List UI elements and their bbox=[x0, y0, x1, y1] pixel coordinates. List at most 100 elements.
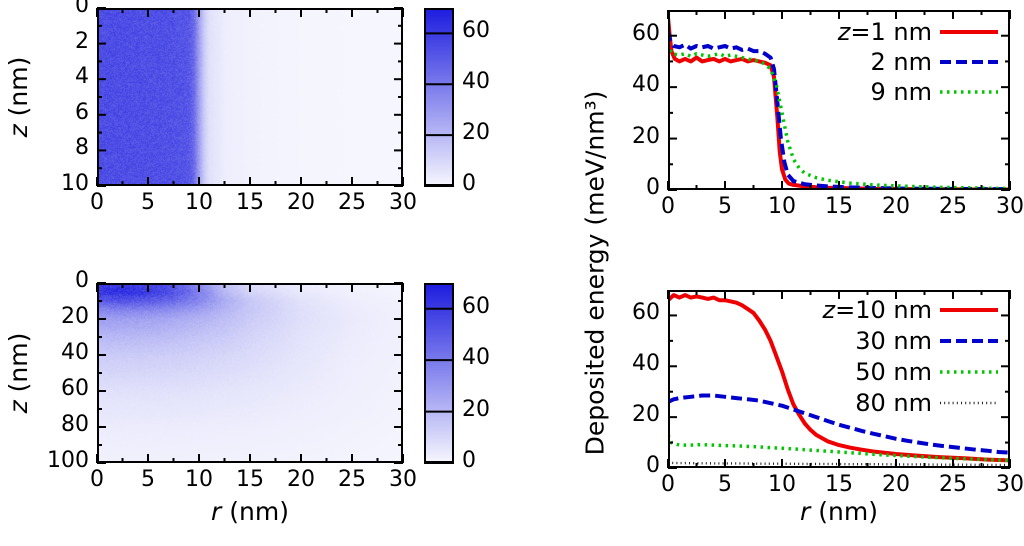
x-tick-label: 20 bbox=[287, 190, 315, 215]
x-tick-label: 15 bbox=[236, 467, 264, 492]
colorbar-border bbox=[424, 283, 454, 463]
series-line-3 bbox=[668, 42, 1010, 190]
y-tick-label: 4 bbox=[75, 64, 89, 90]
legend-label-1: z=1 nm bbox=[837, 18, 932, 46]
x-tick-label: 15 bbox=[236, 190, 264, 215]
plot-border bbox=[668, 290, 1010, 468]
x-tick-label: 0 bbox=[90, 190, 104, 215]
x-tick-label: 0 bbox=[661, 472, 675, 497]
x-tick-label: 25 bbox=[338, 190, 366, 215]
x-tick-label: 5 bbox=[141, 190, 155, 215]
colorbar-tick-label: 60 bbox=[462, 18, 490, 44]
y-tick-label: 0 bbox=[75, 268, 89, 293]
line-panel-bottom-right: z=10 nm 30 nm 50 nm 80 nm 0 5 10 15 20 25 30 0 20 40 6… bbox=[632, 290, 1024, 496]
r-axis-label-left: r (nm) bbox=[175, 498, 325, 526]
x-tick-label: 20 bbox=[882, 472, 910, 497]
heatmap-panel-top-left: 0 5 10 15 20 25 30 0 2 4 6 8 10 bbox=[61, 0, 417, 214]
colorbar-tick-label: 40 bbox=[462, 69, 490, 95]
y-tick-label: 40 bbox=[632, 72, 660, 98]
z-axis-label-bottom: z (nm) bbox=[4, 298, 35, 448]
x-tick-label: 30 bbox=[389, 190, 417, 215]
y-tick-label: 40 bbox=[61, 340, 89, 365]
y-tick-label: 0 bbox=[75, 0, 89, 18]
z-axis-unit: (nm) bbox=[4, 56, 33, 125]
line-panel-top-right: z=1 nm 2 nm 9 nm 0 5 10 15 20 25 30 0 20 40 60 bbox=[632, 10, 1024, 218]
x-tick-label: 30 bbox=[996, 472, 1024, 497]
tick-marks bbox=[96, 7, 404, 187]
legend-label-3: 9 nm bbox=[871, 78, 933, 106]
y-tick-label: 40 bbox=[632, 351, 660, 377]
y-tick-label: 100 bbox=[47, 448, 89, 473]
x-tick-label: 30 bbox=[996, 194, 1024, 219]
energy-axis-label: Deposited energy (meV/nm³) bbox=[580, 90, 610, 456]
y-tick-label: 20 bbox=[632, 123, 660, 149]
colorbar-tick-label: 20 bbox=[462, 120, 490, 146]
y-tick-label: 20 bbox=[61, 304, 89, 329]
x-tick-label: 5 bbox=[718, 472, 732, 497]
y-tick-label: 0 bbox=[646, 453, 660, 478]
legend-label-3: 50 nm bbox=[855, 358, 932, 386]
legend-label-2: 2 nm bbox=[871, 48, 933, 76]
y-tick-label: 8 bbox=[75, 135, 89, 161]
y-tick-label: 60 bbox=[61, 376, 89, 401]
colorbar-tick-label: 60 bbox=[462, 293, 490, 319]
line-bottom-svg: z=10 nm 30 nm 50 nm 80 nm bbox=[667, 290, 1011, 469]
colorbar-tick-label: 40 bbox=[462, 345, 490, 371]
x-tick-label: 0 bbox=[661, 194, 675, 219]
y-tick-label: 20 bbox=[632, 402, 660, 428]
x-tick-label: 15 bbox=[825, 194, 853, 219]
series-line-1 bbox=[668, 293, 1010, 463]
plot-border bbox=[668, 10, 1010, 190]
series-line-3 bbox=[668, 434, 1010, 463]
r-axis-var: r bbox=[800, 497, 811, 526]
z-axis-unit: (nm) bbox=[4, 332, 33, 401]
x-tick-label: 25 bbox=[338, 467, 366, 492]
heatmap-top-canvas bbox=[97, 8, 403, 186]
heatmap-bottom-canvas bbox=[97, 283, 403, 463]
r-axis-var: r bbox=[211, 497, 222, 526]
colorbar-tick-label: 0 bbox=[462, 171, 476, 196]
colorbar-tick-label: 20 bbox=[462, 396, 490, 422]
x-tick-label: 10 bbox=[768, 194, 796, 219]
x-tick-label: 25 bbox=[939, 472, 967, 497]
y-tick-label: 60 bbox=[632, 20, 660, 46]
series-group bbox=[668, 293, 1010, 467]
colorbar-overlay bbox=[424, 8, 454, 187]
x-tick-label: 15 bbox=[825, 472, 853, 497]
z-axis-label-top: z (nm) bbox=[4, 22, 35, 172]
legend-label-2: 30 nm bbox=[855, 327, 932, 355]
y-tick-label: 6 bbox=[75, 99, 89, 125]
heatmap-top-axes bbox=[96, 7, 404, 187]
x-tick-label: 25 bbox=[939, 194, 967, 219]
colorbar-border bbox=[424, 8, 454, 186]
legend-label-4: 80 nm bbox=[855, 389, 932, 417]
r-axis-unit: (nm) bbox=[810, 497, 878, 526]
z-axis-var: z bbox=[4, 400, 33, 414]
r-axis-unit: (nm) bbox=[221, 497, 289, 526]
x-tick-label: 10 bbox=[185, 467, 213, 492]
legend-label-1: z=10 nm bbox=[822, 296, 932, 324]
y-tick-label: 80 bbox=[61, 412, 89, 437]
y-tick-label: 0 bbox=[646, 175, 660, 200]
plot-border bbox=[97, 8, 403, 186]
r-axis-label-right: r (nm) bbox=[764, 498, 914, 526]
x-tick-label: 10 bbox=[768, 472, 796, 497]
line-top-svg: z=1 nm2 nm9 nm bbox=[667, 10, 1011, 191]
colorbar-gradient bbox=[424, 283, 454, 463]
colorbar-bottom: 0 20 40 60 bbox=[424, 283, 490, 472]
series-line-2 bbox=[668, 30, 1010, 190]
x-tick-label: 5 bbox=[718, 194, 732, 219]
x-tick-label: 0 bbox=[90, 467, 104, 492]
series-line-2 bbox=[668, 393, 1010, 455]
tick-marks bbox=[96, 282, 404, 464]
plot-border bbox=[97, 283, 403, 463]
x-tick-label: 5 bbox=[141, 467, 155, 492]
colorbar-tick-label: 0 bbox=[462, 448, 476, 473]
x-tick-label: 20 bbox=[882, 194, 910, 219]
colorbar-overlay bbox=[424, 283, 454, 464]
x-tick-label: 30 bbox=[389, 467, 417, 492]
y-tick-label: 2 bbox=[75, 28, 89, 54]
colorbar-gradient bbox=[424, 8, 454, 186]
y-tick-label: 10 bbox=[61, 171, 89, 196]
colorbar-top: 0 20 40 60 bbox=[424, 8, 490, 195]
